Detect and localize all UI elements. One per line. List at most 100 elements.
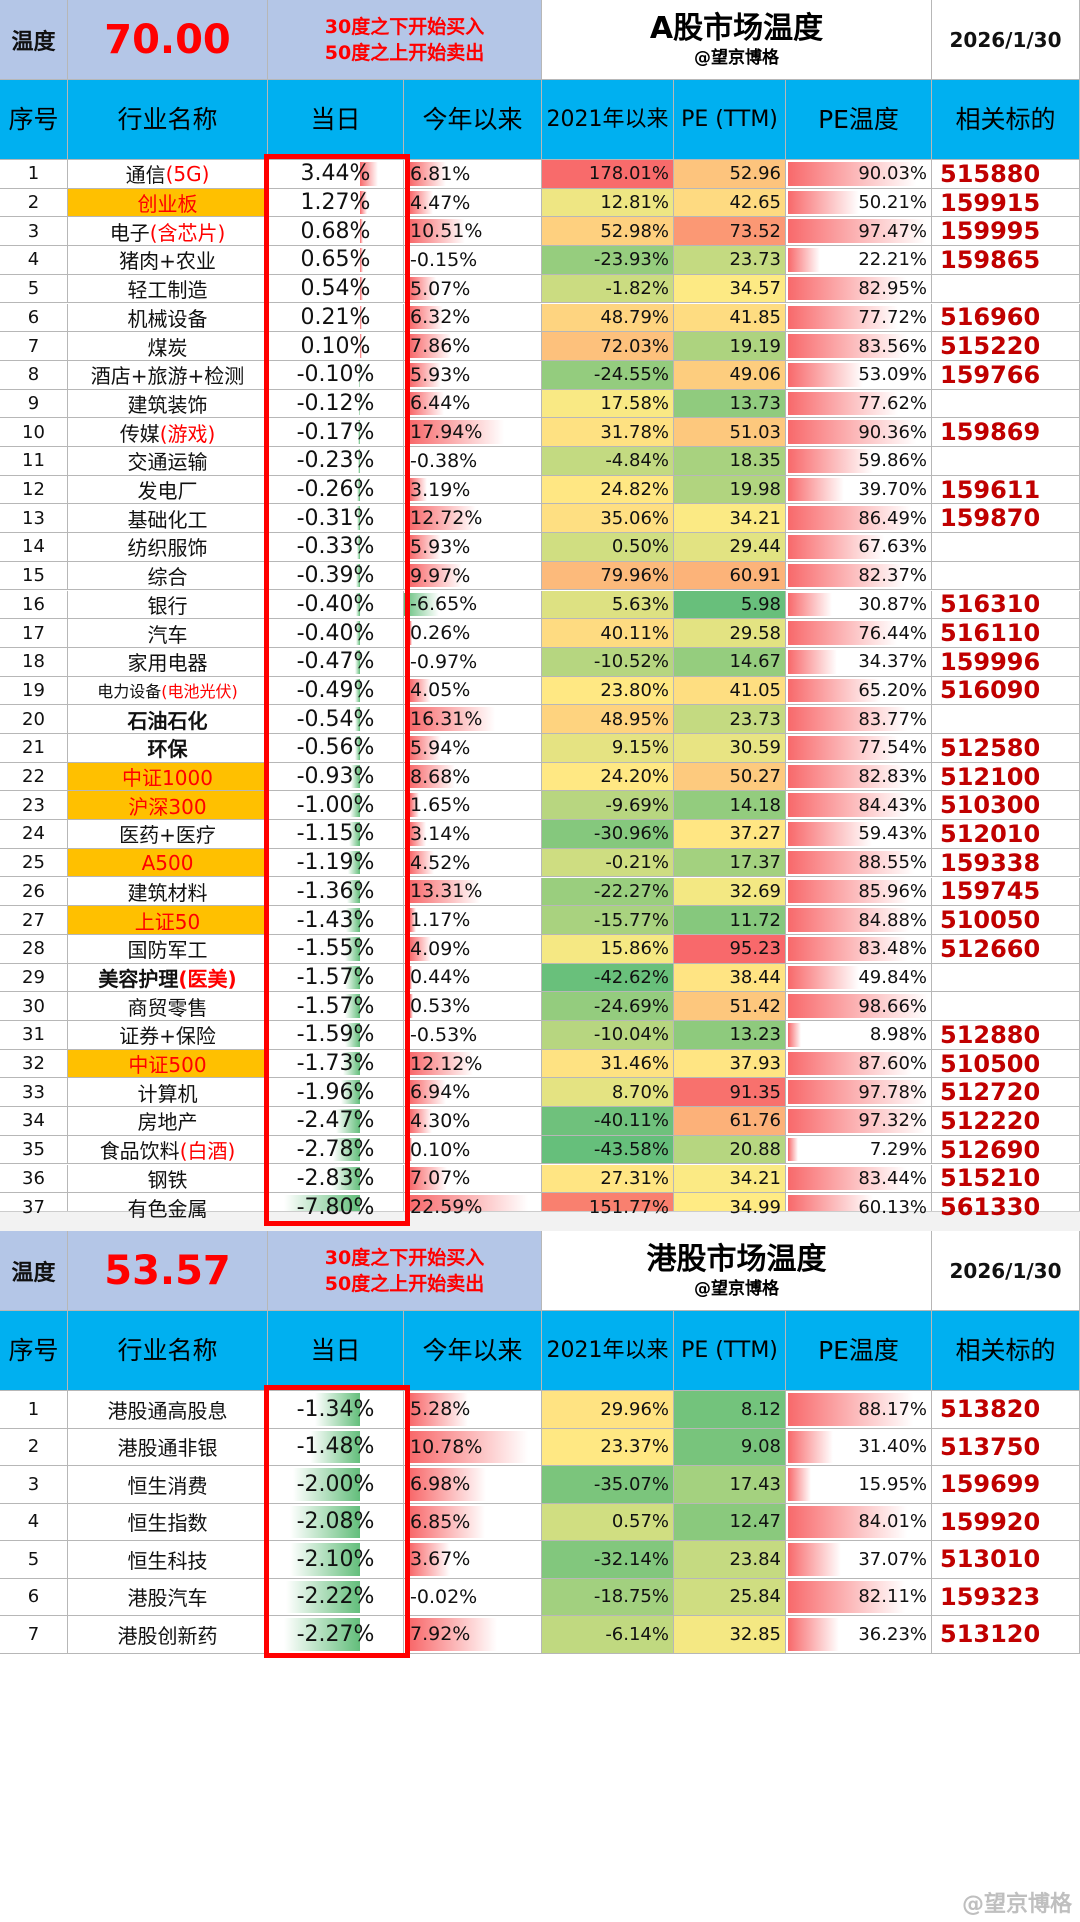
daily-change-bar <box>343 1051 360 1076</box>
cell-y2021: -42.62% <box>542 963 674 993</box>
cell-value: 53.09% <box>858 364 927 386</box>
cell-y2021: 31.46% <box>542 1049 674 1079</box>
daily-change-bar <box>284 1618 360 1651</box>
column-header-day: 当日 <box>268 1311 404 1391</box>
cell-value: -0.23% <box>296 448 375 474</box>
cell-value: 23.73 <box>729 708 781 730</box>
cell-value: -0.26% <box>296 477 375 503</box>
cell-value: -0.97% <box>410 650 478 673</box>
ytd-change-bar <box>410 1393 468 1426</box>
daily-change-bar <box>310 1430 360 1463</box>
cell-day: -1.36% <box>268 877 404 907</box>
daily-change-bar <box>285 1580 360 1613</box>
industry-name: 汽车 <box>147 622 188 647</box>
cell-value: 65.20% <box>858 679 927 701</box>
cell-value: 5.93% <box>410 363 471 386</box>
cell-value: -1.43% <box>296 907 375 933</box>
column-header-row: 序号 行业名称 当日 今年以来 2021年以来 PE (TTM) PE温度 相关标的 <box>0 1311 1080 1391</box>
pe-temperature-bar <box>788 1468 811 1501</box>
ytd-change-bar <box>410 391 444 416</box>
cell-value: 31 <box>22 1024 45 1046</box>
cell-pe: 42.65 <box>674 188 786 218</box>
cell-code: 159766 <box>932 360 1080 390</box>
table-row: 1 港股通高股息 -1.34% 5.28% 29.96% 8.12 88.17% 513820 <box>0 1391 1080 1429</box>
cell-pet: 88.17% <box>786 1391 932 1429</box>
cell-value: -2.47% <box>296 1108 375 1134</box>
cell-code <box>932 705 1080 734</box>
cell-pe: 41.05 <box>674 676 786 706</box>
pe-temperature-bar <box>788 1137 799 1162</box>
cell-value: 14 <box>22 536 45 558</box>
cell-y2021: 79.96% <box>542 561 674 591</box>
cell-value: 23.84 <box>729 1548 781 1570</box>
cell-value: 8 <box>27 364 40 386</box>
buy-sell-rule: 30度之下开始买入 50度之上开始卖出 <box>268 1231 542 1311</box>
market-title-text: 港股市场温度 <box>646 1241 827 1277</box>
industry-name-suffix: (5G) <box>165 161 210 186</box>
cell-y2021: 0.57% <box>542 1503 674 1541</box>
cell-day: -0.40% <box>268 619 404 648</box>
cell-value: 5.98 <box>740 593 781 615</box>
table-row: 26 建筑材料 -1.36% 13.31% -22.27% 32.69 85.96% 1597… <box>0 877 1080 907</box>
cell-name: 港股创新药 <box>68 1616 268 1654</box>
column-header-code: 相关标的 <box>932 80 1080 160</box>
cell-value: -1.19% <box>296 850 375 876</box>
table-row: 6 机械设备 0.21% 6.32% 48.79% 41.85 77.72% 516960 <box>0 303 1080 333</box>
column-header-pe: PE (TTM) <box>674 80 786 160</box>
cell-value: 23 <box>22 794 45 816</box>
cell-pe: 51.03 <box>674 418 786 447</box>
cell-code: 159995 <box>932 217 1080 247</box>
cell-day: -1.48% <box>268 1428 404 1466</box>
pe-temperature-bar <box>788 850 914 875</box>
cell-value: 13.31% <box>410 880 483 903</box>
cell-idx: 3 <box>0 1466 68 1504</box>
pe-temperature-bar <box>788 190 860 215</box>
cell-value: 0.65% <box>300 247 371 273</box>
pe-temperature-bar <box>788 391 899 416</box>
cell-code: 515880 <box>932 160 1080 189</box>
cell-value: -0.15% <box>410 248 478 271</box>
cell-idx: 7 <box>0 332 68 361</box>
cell-value: 5.94% <box>410 736 471 759</box>
table-row: 11 交通运输 -0.23% -0.38% -4.84% 18.35 59.86% <box>0 447 1080 476</box>
cell-name: 通信 (5G) <box>68 160 268 189</box>
cell-y2021: -40.11% <box>542 1107 674 1136</box>
cell-ytd: 9.97% <box>404 561 542 591</box>
industry-name: 基础化工 <box>127 507 208 532</box>
cell-value: -2.00% <box>296 1471 375 1497</box>
cell-value: -0.56% <box>296 735 375 761</box>
pe-temperature-bar <box>788 420 917 444</box>
cell-value: 159920 <box>940 1507 1041 1536</box>
cell-value: 11 <box>22 450 45 472</box>
cell-day: -0.23% <box>268 447 404 476</box>
cell-value: 41.05 <box>729 679 781 701</box>
table-row: 16 银行 -0.40% -6.65% 5.63% 5.98 30.87% 516310 <box>0 590 1080 620</box>
cell-value: 12.81% <box>600 192 669 214</box>
cell-value: 72.03% <box>600 335 669 357</box>
industry-name: 恒生科技 <box>127 1548 208 1573</box>
cell-idx: 24 <box>0 820 68 849</box>
cell-value: 28 <box>22 938 45 960</box>
temperature-value: 70.00 <box>68 0 268 80</box>
table-row: 33 计算机 -1.96% 6.94% 8.70% 91.35 97.78% 512720 <box>0 1078 1080 1108</box>
pe-temperature-bar <box>788 1618 840 1651</box>
cell-y2021: 8.70% <box>542 1078 674 1108</box>
table-row: 1 通信 (5G) 3.44% 6.81% 178.01% 52.96 90.03% 51588… <box>0 160 1080 189</box>
cell-code: 561330 <box>932 1193 1080 1222</box>
daily-change-bar <box>289 1543 360 1576</box>
ytd-change-bar <box>410 793 419 818</box>
daily-change-bar <box>360 276 363 301</box>
cell-ytd: 4.05% <box>404 676 542 706</box>
cell-ytd: 0.53% <box>404 992 542 1021</box>
cell-value: 159870 <box>940 504 1041 533</box>
column-header-y2021: 2021年以来 <box>542 1311 674 1391</box>
ytd-change-bar <box>410 965 413 990</box>
cell-y2021: -18.75% <box>542 1578 674 1616</box>
table-row: 22 中证1000 -0.93% 8.68% 24.20% 50.27 82.83% 5121… <box>0 762 1080 792</box>
industry-name: 恒生消费 <box>127 1473 208 1498</box>
table-row: 5 轻工制造 0.54% 5.07% -1.82% 34.57 82.95% <box>0 274 1080 304</box>
industry-name: 发电厂 <box>137 479 198 504</box>
industry-name: 中证500 <box>128 1053 207 1078</box>
cell-value: 7.07% <box>410 1167 471 1190</box>
cell-value: 50.27 <box>729 766 781 788</box>
